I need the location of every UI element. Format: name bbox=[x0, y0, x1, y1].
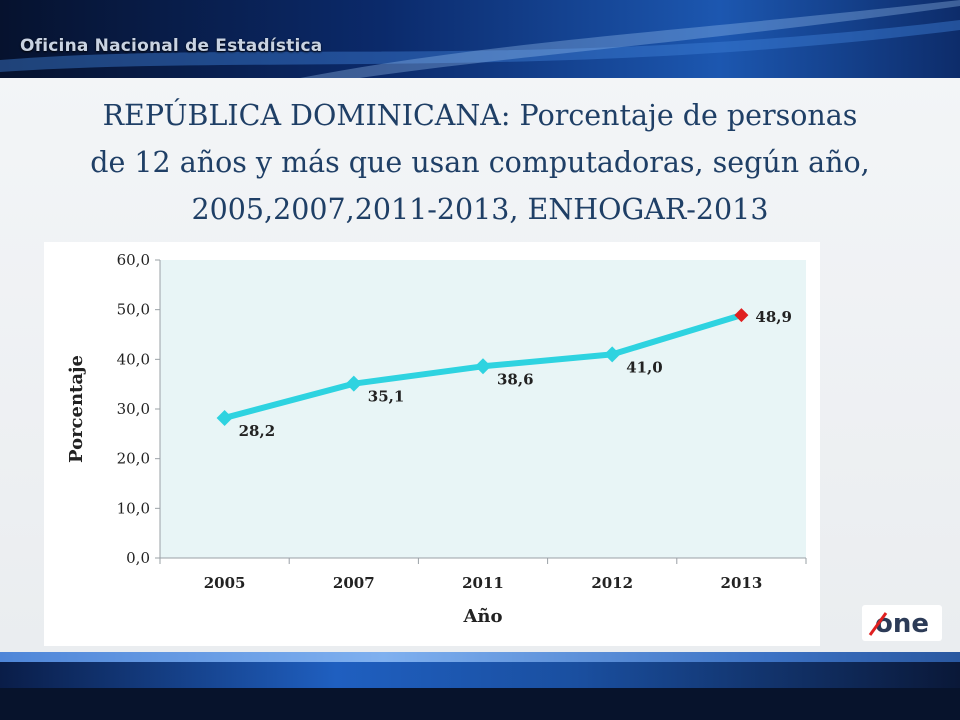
x-tick-label: 2011 bbox=[462, 574, 504, 592]
y-tick-label: 10,0 bbox=[117, 499, 150, 517]
data-label: 48,9 bbox=[755, 308, 792, 326]
header-banner: Oficina Nacional de Estadística bbox=[0, 0, 960, 78]
y-tick-label: 0,0 bbox=[126, 549, 150, 567]
data-label: 41,0 bbox=[626, 358, 663, 376]
y-axis-title: Porcentaje bbox=[66, 355, 87, 463]
x-tick-label: 2007 bbox=[333, 574, 375, 592]
y-tick-label: 30,0 bbox=[117, 400, 150, 418]
title-line-3: 2005,2007,2011-2013, ENHOGAR-2013 bbox=[191, 193, 769, 226]
footer-dark-band bbox=[0, 688, 960, 720]
x-tick-label: 2013 bbox=[721, 574, 763, 592]
x-tick-label: 2012 bbox=[591, 574, 633, 592]
data-point-marker bbox=[345, 375, 362, 392]
footer-banner bbox=[0, 652, 960, 720]
y-tick-label: 60,0 bbox=[117, 251, 150, 269]
line-chart: 0,0 10,0 20,0 30,0 40,0 50,0 60,0 2005 2007 2011 2… bbox=[66, 251, 807, 627]
footer-shine bbox=[0, 652, 960, 662]
data-point-marker bbox=[475, 358, 491, 375]
x-tick-label: 2005 bbox=[204, 574, 246, 592]
brand-name: Oficina Nacional de Estadística bbox=[20, 36, 323, 56]
title-line-2: de 12 años y más que usan computadoras, … bbox=[90, 146, 870, 179]
data-point-marker bbox=[604, 346, 621, 363]
data-point-marker-highlight bbox=[734, 308, 749, 323]
chart-panel: 0,0 10,0 20,0 30,0 40,0 50,0 60,0 2005 2007 2011 2… bbox=[44, 242, 820, 646]
data-label: 38,6 bbox=[497, 370, 534, 388]
title-line-1: REPÚBLICA DOMINICANA: Porcentaje de pers… bbox=[102, 99, 858, 132]
slide-title: REPÚBLICA DOMINICANA: Porcentaje de pers… bbox=[20, 92, 940, 233]
x-axis-title: Año bbox=[462, 606, 502, 627]
logo-text: one bbox=[875, 609, 929, 639]
data-point-marker bbox=[216, 409, 233, 426]
y-tick-label: 20,0 bbox=[117, 450, 150, 468]
y-tick-label: 40,0 bbox=[117, 350, 150, 368]
data-label: 35,1 bbox=[368, 388, 405, 406]
data-label: 28,2 bbox=[239, 422, 276, 440]
y-tick-label: 50,0 bbox=[117, 301, 150, 319]
one-logo-icon: one bbox=[862, 605, 942, 641]
header-swoosh bbox=[0, 0, 960, 78]
